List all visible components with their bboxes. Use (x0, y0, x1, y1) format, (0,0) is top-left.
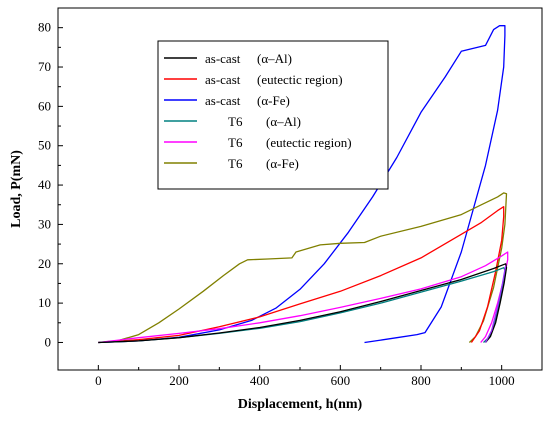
series-group (98, 25, 509, 344)
legend-label: (α–Al) (257, 51, 292, 66)
series-line-2 (98, 192, 508, 344)
series-line-7 (484, 265, 507, 343)
x-axis-title: Displacement, h(nm) (238, 397, 363, 412)
legend-prefix: as-cast (205, 93, 241, 108)
legend-box (157, 40, 389, 190)
legend-prefix: as-cast (205, 51, 241, 66)
x-tick-label: 200 (169, 373, 189, 388)
legend-prefix: T6 (228, 135, 243, 150)
x-tick-label: 1000 (489, 373, 515, 388)
legend-label: (α-Fe) (266, 156, 299, 171)
series-line-5 (98, 267, 507, 344)
legend: as-cast (α–Al) as-cast (eutectic region) as-… (157, 40, 389, 190)
y-tick-label: 80 (38, 20, 51, 35)
y-axis-title: Load, P(mN) (9, 150, 24, 228)
legend-label: (α–Al) (266, 114, 301, 129)
y-tick-label: 70 (38, 59, 51, 74)
axis-ticks: 0 200 400 600 800 1000 0 10 20 30 40 50 60 70 80 (38, 20, 515, 388)
y-tick-label: 30 (38, 216, 51, 231)
y-tick-label: 40 (38, 177, 51, 192)
legend-label: (eutectic region) (257, 72, 343, 87)
legend-prefix: T6 (228, 114, 243, 129)
legend-label: (α-Fe) (257, 93, 290, 108)
legend-prefix: T6 (228, 156, 243, 171)
x-tick-label: 400 (250, 373, 270, 388)
y-tick-label: 0 (45, 334, 52, 349)
series-line-6 (98, 263, 508, 344)
x-tick-label: 800 (411, 373, 431, 388)
series-line-4 (98, 251, 509, 344)
series-line-3 (98, 206, 505, 344)
legend-label: (eutectic region) (266, 135, 352, 150)
y-tick-label: 10 (38, 295, 51, 310)
legend-prefix: as-cast (205, 72, 241, 87)
x-tick-label: 0 (95, 373, 102, 388)
x-tick-label: 600 (331, 373, 351, 388)
y-tick-label: 20 (38, 256, 51, 271)
y-tick-label: 50 (38, 138, 51, 153)
y-tick-label: 60 (38, 98, 51, 113)
series-line-1 (98, 25, 506, 344)
